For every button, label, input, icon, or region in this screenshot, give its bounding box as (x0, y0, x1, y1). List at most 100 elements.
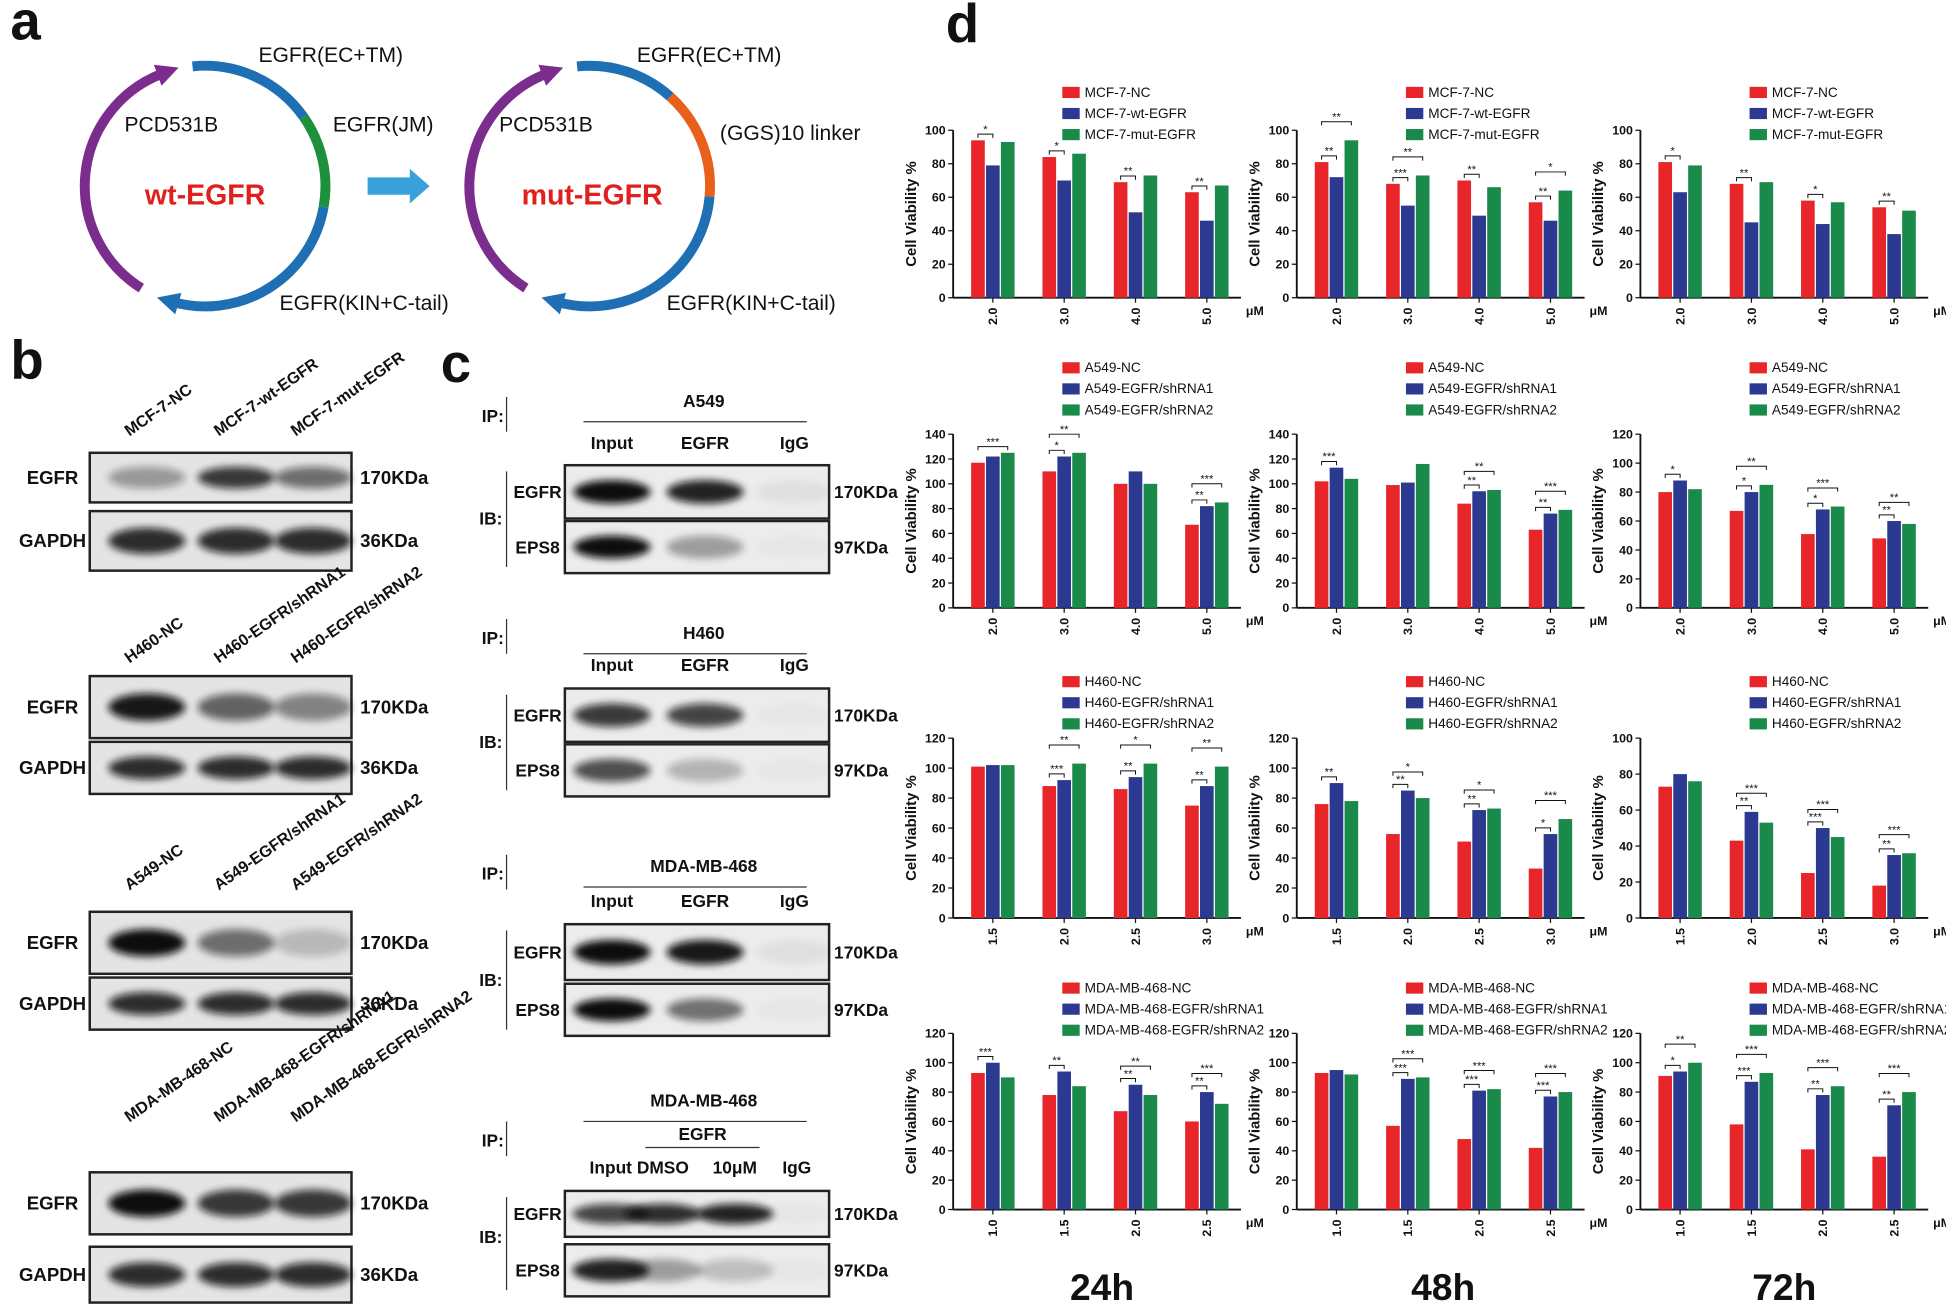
bar (1543, 1096, 1558, 1210)
sig-label: *** (1537, 1080, 1551, 1092)
plasmid-segment (192, 60, 308, 120)
bar (1128, 471, 1143, 608)
bar (1744, 222, 1759, 298)
bar (1386, 834, 1400, 918)
y-axis-label: Cell Viability % (904, 1069, 920, 1175)
legend-swatch (1062, 1003, 1080, 1015)
blot-band (758, 1204, 835, 1224)
sig-bracket (1807, 1088, 1824, 1093)
y-tick-label: 80 (1619, 157, 1633, 171)
y-tick-label: 60 (1276, 821, 1290, 835)
bar (1658, 786, 1673, 918)
sig-label: * (1670, 1055, 1675, 1067)
y-tick-label: 0 (1282, 291, 1289, 305)
sig-label: ** (1467, 475, 1476, 487)
blot-band (756, 759, 833, 782)
bar (1558, 190, 1573, 298)
bar (1185, 524, 1199, 608)
sig-bracket (1878, 514, 1895, 519)
sig-label: *** (1323, 451, 1337, 463)
y-tick-label: 80 (1276, 502, 1290, 516)
panel-label: d (946, 0, 979, 54)
y-tick-label: 60 (1619, 1115, 1633, 1129)
sig-label: * (983, 124, 988, 136)
y-tick-label: 0 (1626, 1203, 1633, 1217)
sig-bracket (1120, 1078, 1137, 1083)
sig-bracket (1807, 821, 1824, 826)
row-label: GAPDH (19, 757, 86, 778)
bar (1314, 481, 1329, 608)
row-label: EPS8 (515, 1261, 560, 1281)
legend-label: A549-NC (1428, 360, 1484, 375)
y-tick-label: 80 (1619, 1085, 1633, 1099)
size-label: 36KDa (360, 757, 419, 778)
bar (1902, 210, 1916, 298)
row-label: EGFR (27, 1193, 79, 1214)
y-tick-label: 40 (1276, 552, 1290, 566)
y-tick-label: 60 (1276, 1115, 1290, 1129)
x-tick-label: 1.5 (1401, 1219, 1415, 1236)
sig-label: * (1477, 780, 1482, 792)
sig-bracket (1878, 200, 1895, 205)
bar (1200, 786, 1214, 918)
sig-bracket (1535, 799, 1566, 805)
row-label: EGFR (513, 1204, 562, 1224)
bar (1128, 212, 1143, 298)
bar (1072, 153, 1086, 298)
blot-band (197, 1189, 275, 1217)
sig-label: ** (1747, 456, 1756, 468)
bar (1214, 502, 1229, 608)
blot-band (274, 756, 352, 780)
sig-bracket (1664, 155, 1681, 160)
x-unit: μM (1590, 924, 1608, 938)
sig-bracket (1191, 483, 1223, 488)
lane-label: DMSO (637, 1158, 689, 1178)
sig-bracket (1535, 1072, 1566, 1078)
legend-label: MDA-MB-468-EGFR/shRNA1 (1428, 1002, 1607, 1017)
bar (1658, 492, 1673, 608)
bar (1457, 503, 1472, 608)
plasmid-backbone: PCD531B (499, 113, 593, 136)
bar (1415, 175, 1430, 298)
plasmid-name: mut-EGFR (522, 180, 663, 212)
legend-swatch (1405, 383, 1424, 395)
sig-label: ** (1325, 146, 1334, 158)
bar (1872, 538, 1887, 608)
size-label: 97KDa (834, 537, 888, 557)
x-tick-label: 5.0 (1544, 308, 1558, 325)
bar (1872, 207, 1887, 298)
bar (1200, 506, 1214, 608)
sig-bracket (1048, 1064, 1065, 1070)
sig-label: ** (1195, 1076, 1204, 1088)
bar (1057, 1071, 1072, 1210)
size-label: 170KDa (834, 482, 898, 502)
x-unit: μM (1933, 304, 1946, 318)
bar (1000, 765, 1015, 918)
x-tick-label: 4.0 (1129, 618, 1143, 635)
bar (971, 462, 985, 608)
sig-label: *** (1888, 1063, 1902, 1075)
legend-swatch (1749, 1003, 1767, 1015)
bar (1386, 1125, 1400, 1210)
y-tick-label: 0 (1282, 1203, 1289, 1217)
segment-label: EGFR(KIN+C-tail) (667, 292, 836, 315)
bar (1729, 510, 1744, 608)
bar (1801, 534, 1815, 608)
bar (1543, 220, 1558, 298)
legend-swatch (1062, 129, 1080, 141)
x-tick-label: 2.0 (1330, 308, 1344, 325)
y-tick-label: 20 (932, 881, 946, 895)
x-tick-label: 2.5 (1544, 1219, 1558, 1236)
y-tick-label: 120 (1612, 1027, 1633, 1041)
y-tick-label: 0 (939, 601, 946, 615)
bar (1543, 834, 1558, 918)
sig-bracket (1048, 773, 1065, 778)
legend-label: MCF-7-NC (1085, 85, 1151, 100)
lane-label: Input (591, 891, 634, 911)
sig-label: *** (986, 436, 1000, 448)
bar (1673, 1071, 1687, 1210)
sig-label: ** (1332, 111, 1341, 123)
bar (1759, 1072, 1774, 1210)
blot-band (108, 466, 186, 489)
